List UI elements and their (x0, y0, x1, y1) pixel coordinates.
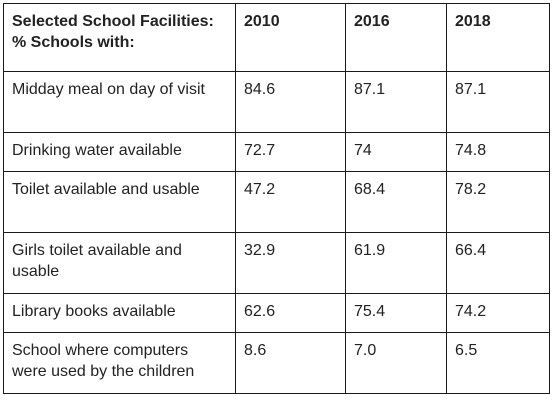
header-year-2018: 2018 (446, 3, 550, 72)
value-cell: 84.6 (235, 71, 346, 133)
header-year-2010: 2010 (235, 3, 346, 72)
facility-label: Girls toilet available and usable (3, 232, 236, 294)
value-cell: 61.9 (345, 232, 447, 294)
table-row: Midday meal on day of visit 84.6 87.1 87… (3, 71, 550, 133)
value-cell: 6.5 (446, 332, 550, 394)
value-cell: 62.6 (235, 293, 346, 333)
value-cell: 8.6 (235, 332, 346, 394)
table-row: Drinking water available 72.7 74 74.8 (3, 132, 550, 172)
value-cell: 87.1 (345, 71, 447, 133)
value-cell: 74 (345, 132, 447, 172)
value-cell: 74.8 (446, 132, 550, 172)
value-cell: 75.4 (345, 293, 447, 333)
value-cell: 32.9 (235, 232, 346, 294)
value-cell: 87.1 (446, 71, 550, 133)
value-cell: 72.7 (235, 132, 346, 172)
value-cell: 7.0 (345, 332, 447, 394)
value-cell: 68.4 (345, 171, 447, 233)
facilities-table: Selected School Facilities: % Schools wi… (3, 3, 550, 394)
table-row: Girls toilet available and usable 32.9 6… (3, 232, 550, 294)
value-cell: 47.2 (235, 171, 346, 233)
facility-label: Drinking water available (3, 132, 236, 172)
value-cell: 74.2 (446, 293, 550, 333)
facility-label: School where computers were used by the … (3, 332, 236, 394)
facility-label: Midday meal on day of visit (3, 71, 236, 133)
table-row: School where computers were used by the … (3, 332, 550, 394)
table-row: Toilet available and usable 47.2 68.4 78… (3, 171, 550, 233)
value-cell: 78.2 (446, 171, 550, 233)
header-row: Selected School Facilities: % Schools wi… (3, 3, 550, 72)
table-row: Library books available 62.6 75.4 74.2 (3, 293, 550, 333)
header-facility: Selected School Facilities: % Schools wi… (3, 3, 236, 72)
value-cell: 66.4 (446, 232, 550, 294)
facility-label: Toilet available and usable (3, 171, 236, 233)
header-year-2016: 2016 (345, 3, 447, 72)
facility-label: Library books available (3, 293, 236, 333)
